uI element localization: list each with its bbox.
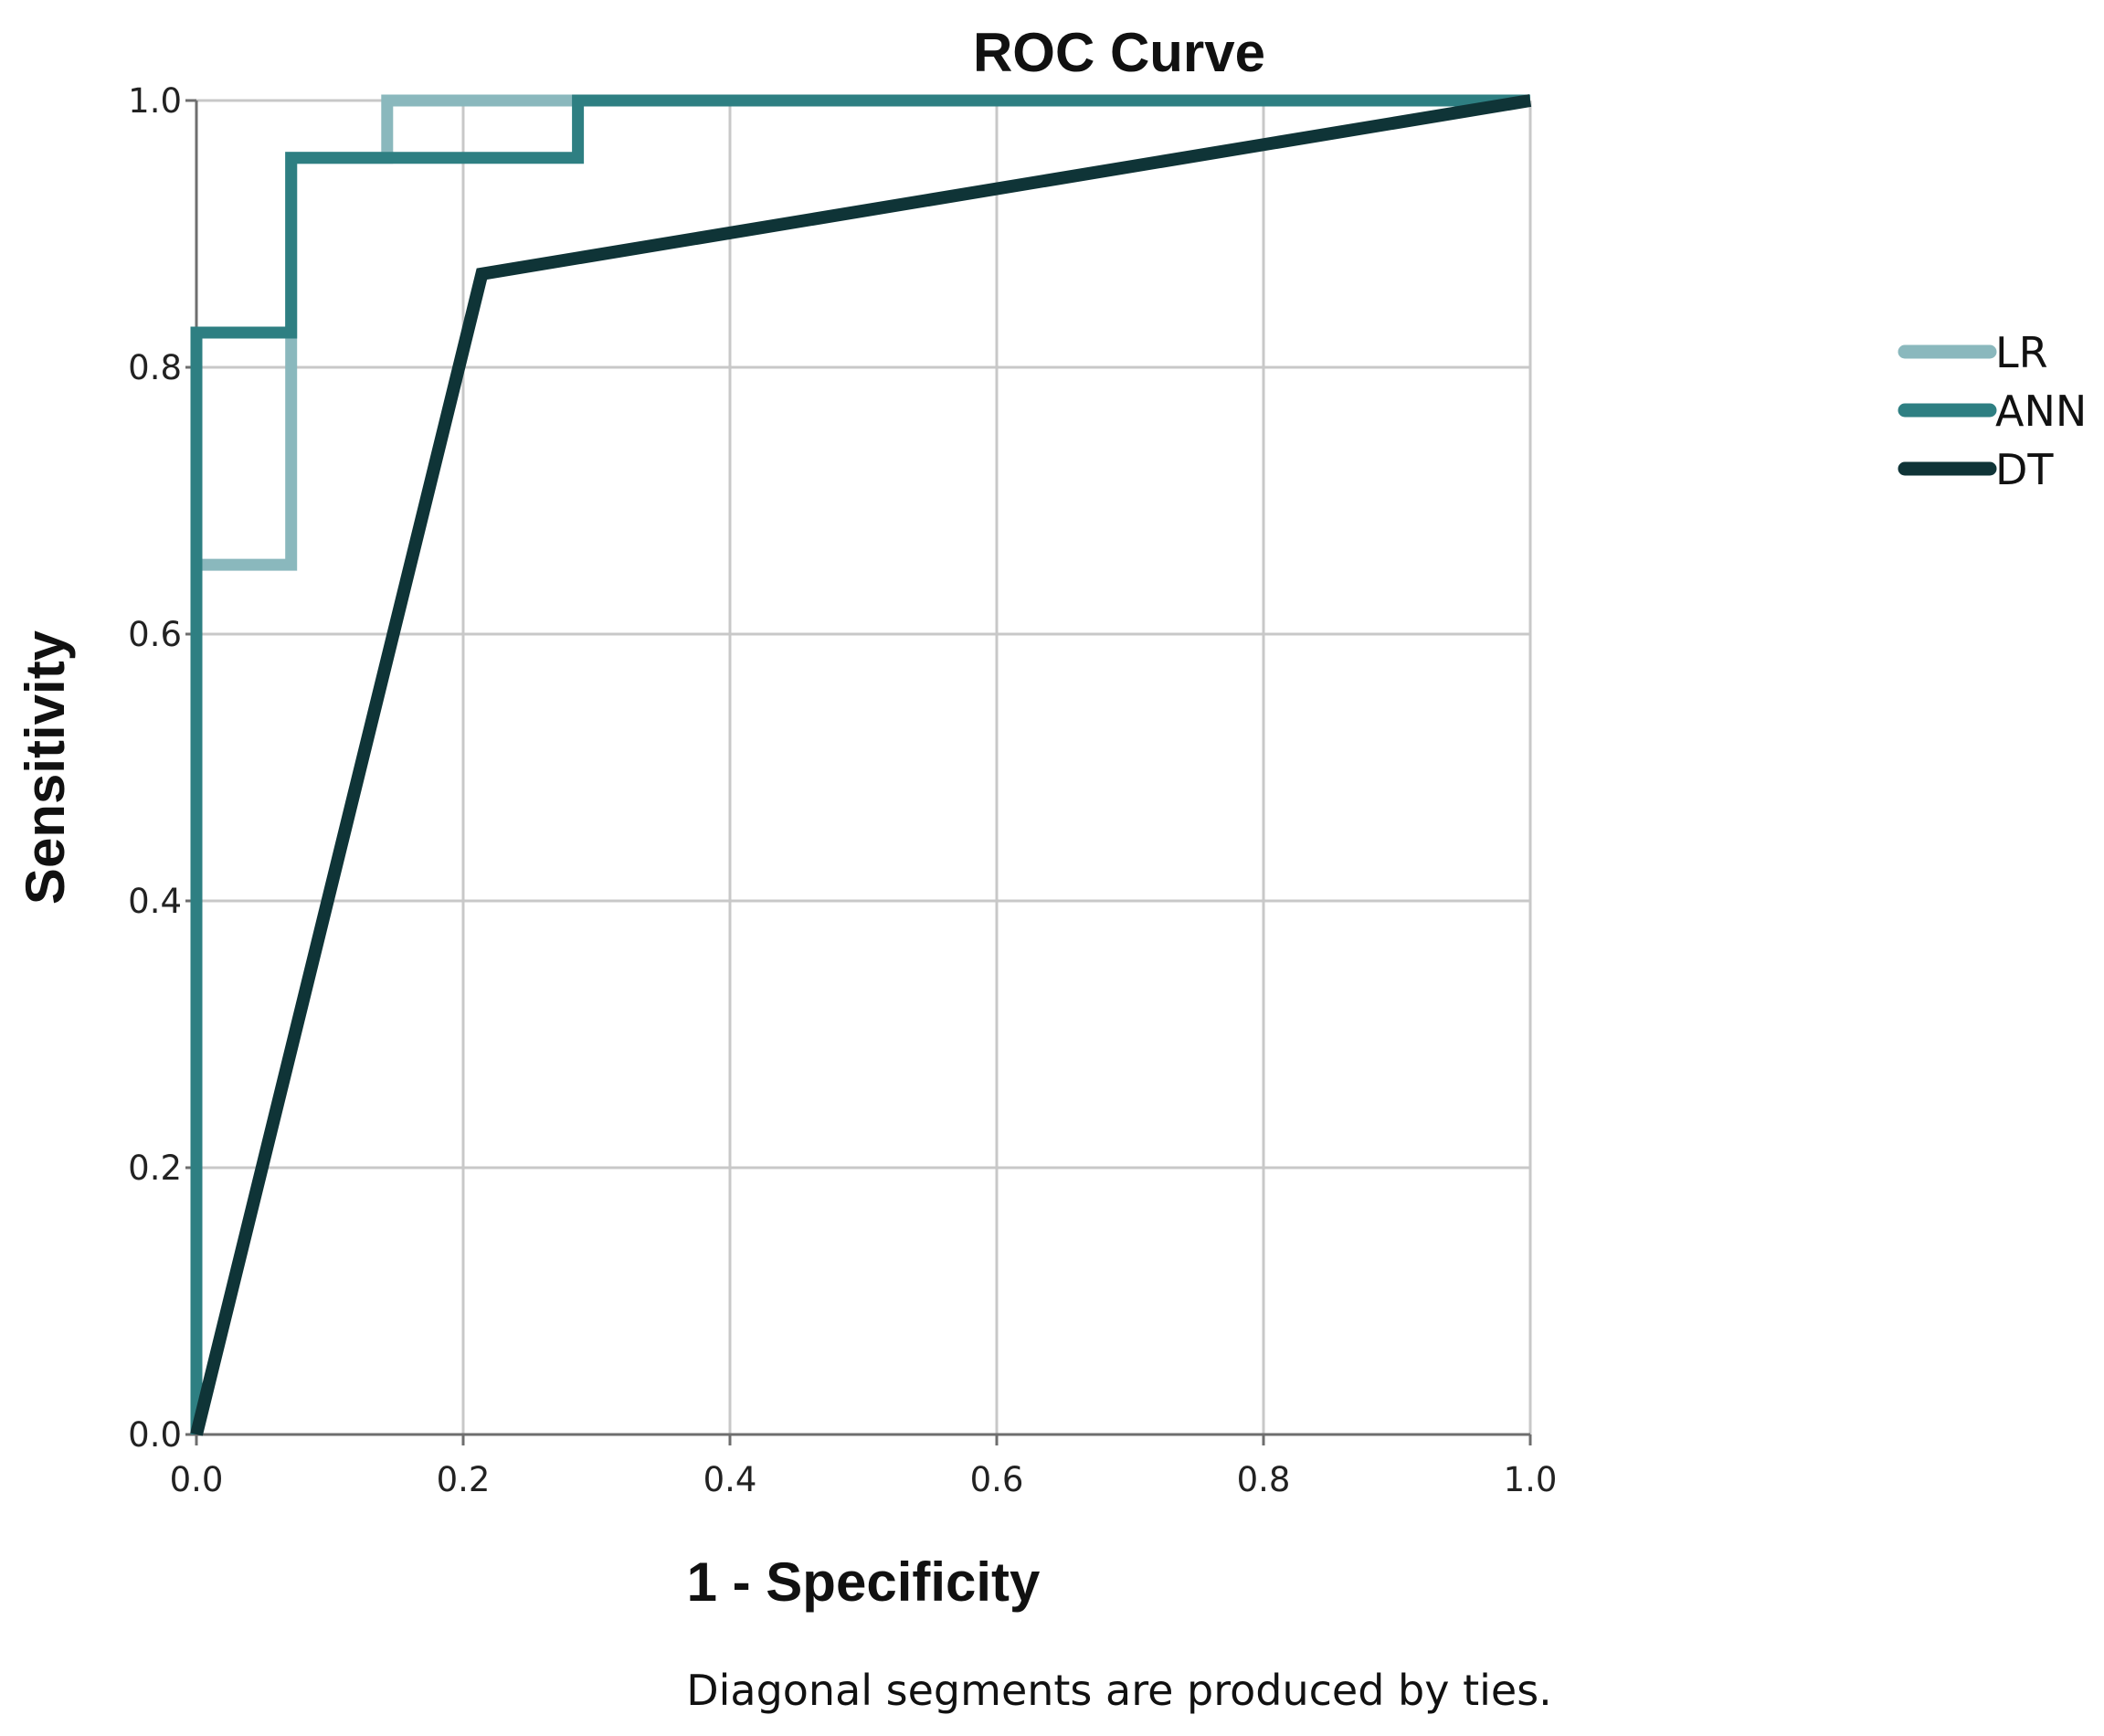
x-tick-label: 0.2	[437, 1460, 491, 1499]
x-tick-label: 0.6	[970, 1460, 1024, 1499]
plot-background	[196, 101, 1530, 1434]
y-tick-labels: 0.0 0.2 0.4 0.6 0.8 1.0	[128, 81, 196, 1455]
chart-footnote: Diagonal segments are produced by ties.	[686, 1666, 1552, 1715]
series-line-ann	[190, 94, 1530, 1434]
x-tick-label: 0.8	[1237, 1460, 1291, 1499]
series-lines	[190, 94, 1532, 1436]
legend-label-dt: DT	[1995, 445, 2054, 494]
y-tick-label: 0.2	[128, 1149, 182, 1188]
y-axis-label: Sensitivity	[15, 630, 76, 905]
x-tick-labels: 0.0 0.2 0.4 0.6 0.8 1.0	[170, 1434, 1558, 1499]
legend: LR ANN DT	[1898, 328, 2087, 494]
plot-area	[196, 101, 1530, 1434]
x-axis-label: 1 - Specificity	[687, 1551, 1041, 1613]
y-tick-label: 1.0	[128, 81, 182, 121]
series-line-dt	[190, 94, 1532, 1436]
chart-title: ROC Curve	[973, 22, 1265, 83]
x-tick-label: 0.4	[703, 1460, 757, 1499]
legend-label-ann: ANN	[1995, 386, 2087, 436]
x-tick-label: 0.0	[170, 1460, 224, 1499]
y-tick-label: 0.6	[128, 615, 182, 654]
y-tick-label: 0.8	[128, 348, 182, 387]
x-tick-label: 1.0	[1504, 1460, 1558, 1499]
y-tick-label: 0.4	[128, 882, 182, 921]
legend-label-lr: LR	[1995, 328, 2048, 377]
y-tick-label: 0.0	[128, 1415, 182, 1455]
